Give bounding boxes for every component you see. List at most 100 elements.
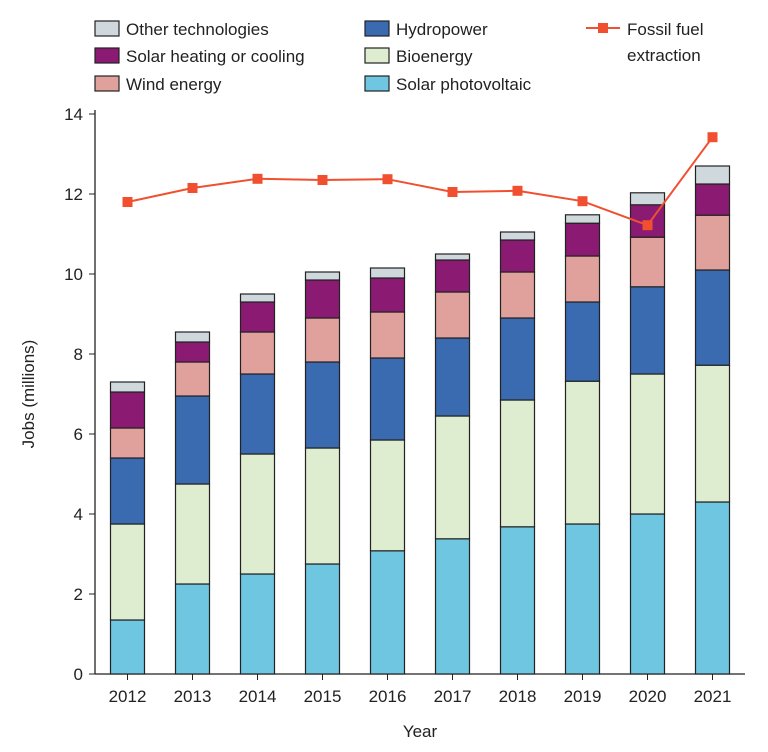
bar-segment	[109, 381, 146, 393]
x-tick-label: 2013	[174, 687, 212, 706]
fossil-point	[707, 132, 718, 143]
legend-label: Wind energy	[126, 75, 222, 94]
x-axis-label: Year	[403, 722, 438, 741]
y-tick-label: 6	[74, 425, 83, 444]
bars	[109, 165, 731, 675]
bar-segment	[174, 483, 211, 585]
legend-swatch	[94, 20, 120, 37]
y-tick-label: 2	[74, 585, 83, 604]
bar-segment	[109, 427, 146, 459]
legend-swatch	[364, 20, 390, 37]
bar-segment	[369, 277, 406, 313]
bar-segment	[629, 373, 666, 515]
legend-label: Fossil fuel	[627, 20, 704, 39]
bar-segment	[109, 391, 146, 429]
bar-segment	[369, 267, 406, 279]
fossil-point	[382, 174, 393, 185]
x-tick-label: 2019	[564, 687, 602, 706]
bar-segment	[629, 286, 666, 375]
bar-segment	[174, 395, 211, 485]
bar-segment	[564, 380, 601, 525]
bar-segment	[564, 222, 601, 257]
legend-swatch	[364, 47, 390, 64]
legend-label: Solar heating or cooling	[126, 47, 305, 66]
legend-swatch	[94, 47, 120, 64]
bar-segment	[109, 457, 146, 525]
bar-segment	[499, 239, 536, 273]
bar-segment	[694, 269, 731, 366]
bar-segment	[174, 341, 211, 363]
bar-segment	[109, 619, 146, 675]
bar-segment	[369, 311, 406, 359]
legend-line-marker	[598, 23, 608, 33]
fossil-point	[252, 173, 263, 184]
bar-segment	[434, 415, 471, 540]
fossil-point	[642, 220, 653, 231]
bar-segment	[694, 501, 731, 675]
bar-segment	[239, 453, 276, 575]
legend-label: Other technologies	[126, 20, 269, 39]
legend-label: Hydropower	[396, 20, 488, 39]
legend-label: Bioenergy	[396, 47, 473, 66]
bar-segment	[564, 255, 601, 303]
bar-segment	[694, 214, 731, 271]
legend: Other technologies Solar heating or cooli…	[94, 20, 704, 94]
bar-segment	[174, 331, 211, 343]
bar-segment	[369, 439, 406, 552]
bar-segment	[564, 214, 601, 224]
y-tick-label: 10	[64, 265, 83, 284]
fossil-point	[317, 175, 328, 185]
y-tick-label: 4	[74, 505, 83, 524]
x-tick-label: 2016	[369, 687, 407, 706]
bar-segment	[239, 301, 276, 333]
legend-swatch	[364, 75, 390, 92]
bar-segment	[369, 357, 406, 441]
x-tick-label: 2015	[304, 687, 342, 706]
bar-segment	[499, 526, 536, 675]
axes: 0 2 4 6 8 10 12 14 2012 2013 2014 2015 2016 2017 2018 2…	[64, 105, 745, 706]
fossil-line-path	[127, 136, 714, 227]
x-tick-label: 2021	[694, 687, 732, 706]
fossil-line	[122, 132, 718, 231]
bar-segment	[499, 317, 536, 401]
bar-segment	[239, 573, 276, 675]
y-tick-label: 14	[64, 105, 83, 124]
y-tick-label: 0	[74, 665, 83, 684]
y-tick-label: 12	[64, 185, 83, 204]
bar-segment	[174, 583, 211, 675]
bar-segment	[304, 279, 341, 319]
bar-segment	[304, 271, 341, 281]
fossil-point	[187, 183, 198, 193]
bar-segment	[499, 399, 536, 528]
fossil-point	[447, 187, 458, 197]
bar-segment	[109, 523, 146, 621]
fossil-point	[122, 197, 133, 207]
bar-segment	[694, 165, 731, 185]
bar-segment	[629, 513, 666, 675]
legend-label: Solar photovoltaic	[396, 75, 532, 94]
fossil-point	[512, 185, 523, 196]
legend-swatch	[94, 75, 120, 92]
bar-segment	[304, 361, 341, 449]
x-tick-label: 2014	[239, 687, 277, 706]
bar-segment	[629, 236, 666, 288]
x-tick-label: 2020	[629, 687, 667, 706]
bar-segment	[499, 271, 536, 319]
bar-segment	[564, 523, 601, 675]
bar-segment	[239, 331, 276, 375]
bar-segment	[239, 293, 276, 303]
bar-segment	[694, 183, 731, 216]
bar-segment	[304, 317, 341, 363]
bar-segment	[304, 447, 341, 565]
x-tick-label: 2012	[109, 687, 147, 706]
bar-segment	[694, 364, 731, 503]
bar-segment	[434, 253, 471, 261]
x-tick-label: 2017	[434, 687, 472, 706]
bar-segment	[434, 538, 471, 675]
fossil-point	[577, 196, 588, 207]
bar-segment	[629, 192, 666, 206]
y-axis-label: Jobs (millions)	[19, 340, 38, 449]
bar-segment	[499, 231, 536, 241]
